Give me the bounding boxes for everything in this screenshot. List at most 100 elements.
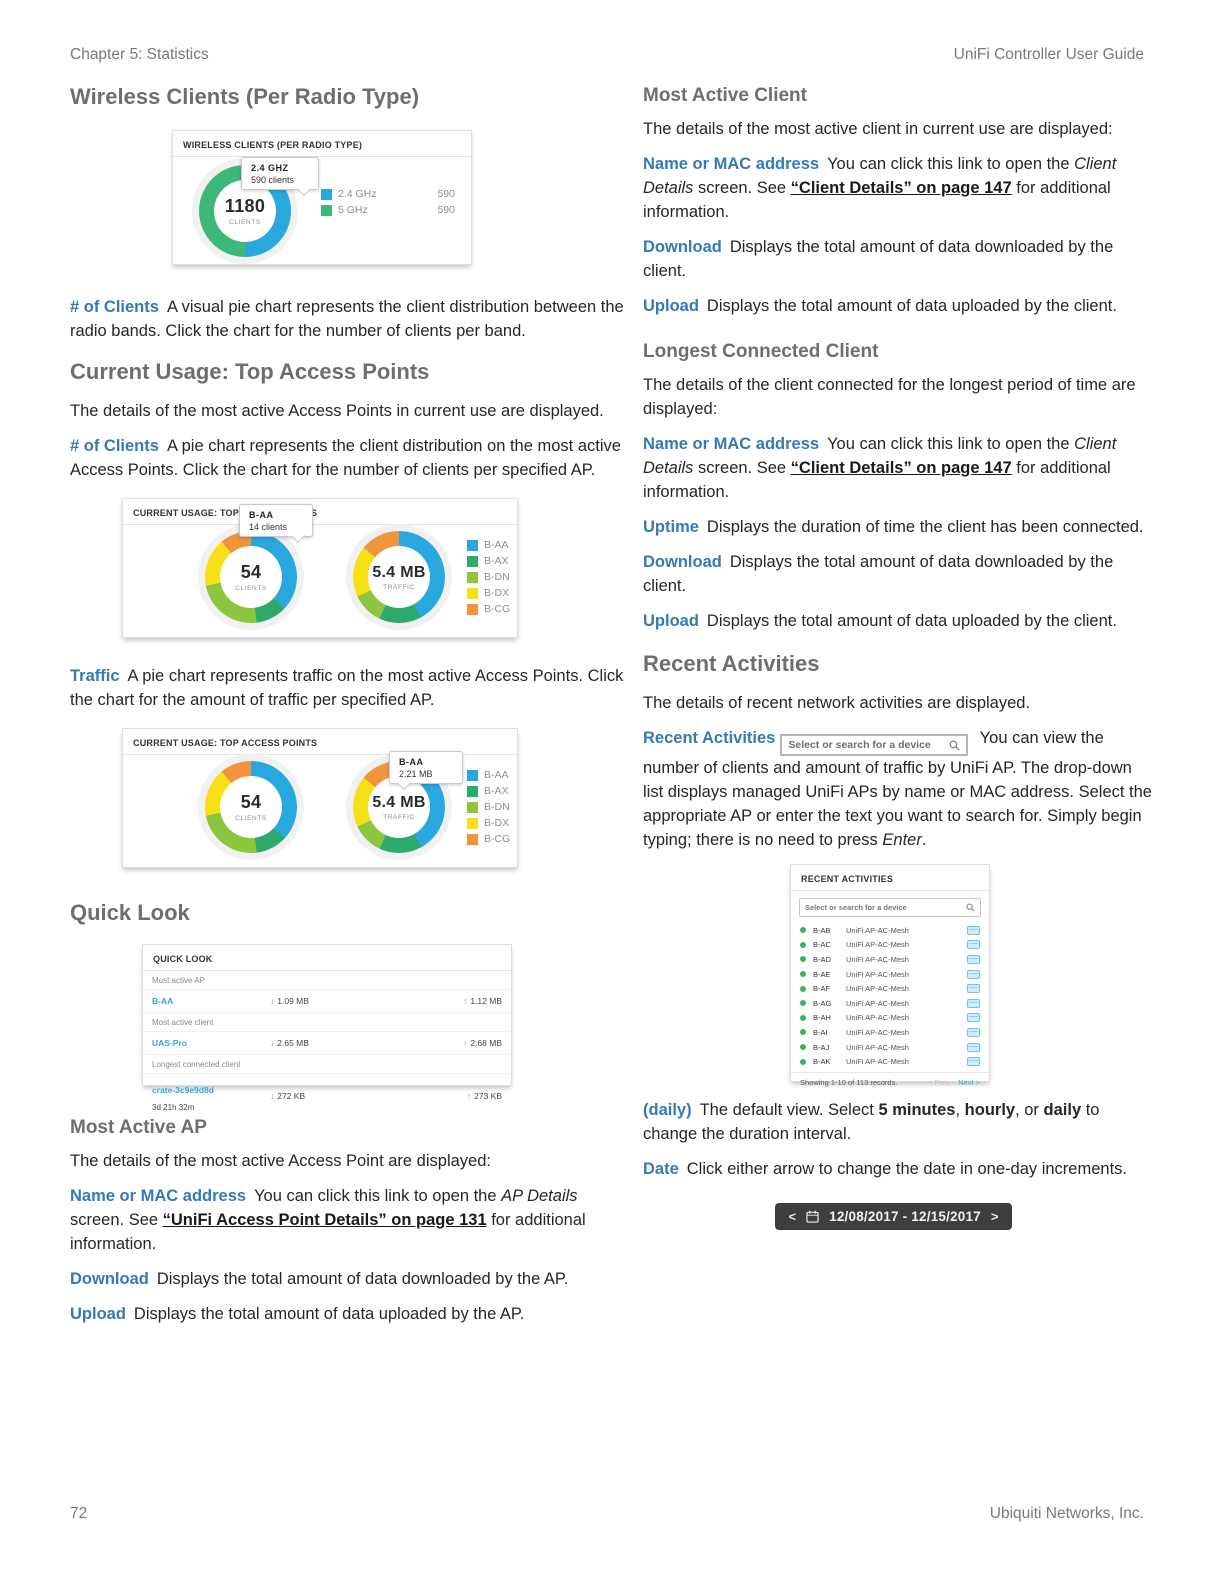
client-uptime: 3d 21h 32m	[152, 1103, 195, 1112]
traffic-donut-chart[interactable]: 5.4 MB TRAFFIC	[353, 531, 445, 623]
device-row[interactable]: B-AC UniFi AP-AC-Mesh	[791, 938, 989, 953]
prev-chevron-icon: <	[928, 1077, 933, 1087]
para-text: for additional information.	[70, 1211, 586, 1253]
heading-quick-look: Quick Look	[70, 900, 190, 925]
bold-hourly: hourly	[964, 1101, 1016, 1119]
chart-legend: B-AA B-AX B-DN B-DX B-CG	[467, 769, 510, 849]
para-recent-activities: Recent Activities You can view the numbe…	[643, 726, 1155, 852]
legend-label: B-AA	[484, 539, 509, 551]
legend-label: B-CG	[484, 603, 511, 615]
para-text: Displays the total amount of data downlo…	[643, 553, 1114, 595]
header-chapter: Chapter 5: Statistics	[70, 46, 209, 63]
client-link[interactable]: UAS-Pro	[152, 1038, 187, 1048]
device-name: B-AB	[813, 925, 831, 935]
search-icon	[966, 903, 975, 912]
para-text: screen. See	[693, 459, 791, 477]
device-row[interactable]: B-AG UniFi AP-AC-Mesh	[791, 996, 989, 1011]
legend-swatch	[467, 801, 478, 813]
legend-item: B-DX	[467, 587, 510, 599]
search-icon	[949, 740, 960, 750]
divider	[143, 970, 511, 971]
chart-tooltip: B-AA 2.21 MB	[389, 751, 463, 784]
italic-enter: Enter	[882, 831, 922, 849]
upload-arrow-icon: ↑	[466, 1091, 472, 1101]
clients-donut-chart[interactable]: 54 CLIENTS	[205, 531, 297, 623]
figure-title: CURRENT USAGE: TOP ACCESS POINTS	[133, 508, 318, 518]
para-longest-upload: Upload Displays the total amount of data …	[643, 609, 1155, 633]
device-row[interactable]: B-AK UniFi AP-AC-Mesh	[791, 1054, 989, 1069]
term-date: Date	[643, 1160, 679, 1178]
device-row[interactable]: B-AB UniFi AP-AC-Mesh	[791, 923, 989, 938]
link-client-details-page[interactable]: “Client Details” on page 147	[790, 459, 1012, 477]
para-text: You can click this link to open the	[254, 1187, 502, 1205]
status-dot-icon	[800, 941, 806, 948]
date-next-arrow[interactable]: >	[990, 1209, 999, 1224]
quick-look-row: crate-3c9e9d8d 3d 21h 32m ↓ 272 KB ↑ 273 K…	[143, 1074, 511, 1118]
para-text: Displays the total amount of data downlo…	[643, 238, 1114, 280]
clients-total: 1180	[224, 196, 266, 216]
device-search-input[interactable]	[805, 903, 966, 912]
para-text: You can click this link to open the	[827, 155, 1075, 173]
upload-value: ↑ 2.68 MB	[402, 1038, 502, 1048]
figure-title: CURRENT USAGE: TOP ACCESS POINTS	[133, 738, 318, 748]
device-row[interactable]: B-AD UniFi AP-AC-Mesh	[791, 952, 989, 967]
device-row[interactable]: B-AH UniFi AP-AC-Mesh	[791, 1011, 989, 1026]
legend-swatch-24ghz	[321, 188, 332, 200]
bold-5-minutes: 5 minutes	[878, 1101, 956, 1119]
footer-company: Ubiquiti Networks, Inc.	[989, 1505, 1144, 1522]
clients-donut-chart[interactable]: 54 CLIENTS	[205, 761, 297, 853]
device-row[interactable]: B-AE UniFi AP-AC-Mesh	[791, 967, 989, 982]
device-search-input[interactable]	[788, 739, 950, 751]
status-dot-icon	[800, 985, 806, 992]
legend-swatch	[467, 539, 478, 551]
tooltip-title: B-AA	[399, 757, 424, 767]
upload-amount: 273 KB	[474, 1091, 502, 1101]
prev-page-button[interactable]: < Prev	[928, 1078, 950, 1087]
para-text: Displays the duration of time the client…	[706, 518, 1144, 536]
para-current-usage-intro: The details of the most active Access Po…	[70, 402, 604, 420]
upload-arrow-icon: ↑	[463, 996, 468, 1006]
date-range-picker[interactable]: < 12/08/2017 - 12/15/2017 >	[775, 1203, 1012, 1230]
tooltip-title: B-AA	[249, 510, 274, 520]
download-amount: 272 KB	[277, 1091, 306, 1101]
device-search-box[interactable]	[799, 898, 981, 917]
legend-swatch	[467, 555, 478, 567]
device-name: B-AD	[813, 954, 831, 964]
term-name-mac: Name or MAC address	[70, 1187, 247, 1205]
client-link[interactable]: crate-3c9e9d8d	[152, 1085, 214, 1095]
legend-item: B-AA	[467, 539, 510, 551]
legend-label: 2.4 GHz	[338, 188, 377, 200]
access-point-icon	[967, 1042, 980, 1052]
device-model: UniFi AP-AC-Mesh	[846, 954, 909, 964]
ap-link[interactable]: B-AA	[152, 996, 174, 1006]
para-text: , or	[1015, 1101, 1044, 1119]
chart-tooltip: 2.4 GHZ 590 clients	[241, 157, 319, 190]
download-arrow-icon: ↓	[270, 1091, 275, 1101]
access-point-icon	[967, 940, 980, 950]
quick-look-label: Longest connected client	[143, 1055, 511, 1074]
heading-most-active-client: Most Active Client	[643, 85, 807, 106]
para-longest-name-mac: Name or MAC address You can click this li…	[643, 432, 1155, 504]
link-client-details-page[interactable]: “Client Details” on page 147	[790, 179, 1012, 197]
device-row[interactable]: B-AI UniFi AP-AC-Mesh	[791, 1025, 989, 1040]
prev-label: Prev	[934, 1077, 951, 1087]
device-search-box[interactable]	[780, 734, 969, 756]
divider	[173, 156, 471, 157]
divider	[123, 754, 517, 755]
para-text: screen. See	[70, 1211, 163, 1229]
para-client-name-mac: Name or MAC address You can click this li…	[643, 152, 1155, 224]
legend-swatch	[467, 833, 478, 845]
device-row[interactable]: B-AF UniFi AP-AC-Mesh	[791, 981, 989, 996]
link-ap-details-page[interactable]: “UniFi Access Point Details” on page 131	[162, 1211, 487, 1229]
legend-label: B-AX	[484, 785, 509, 797]
para-text: Displays the total amount of data upload…	[706, 297, 1117, 315]
device-name: B-AG	[813, 998, 832, 1008]
donut-center: 1180 CLIENTS	[214, 180, 276, 242]
device-model: UniFi AP-AC-Mesh	[846, 1013, 909, 1023]
device-row[interactable]: B-AJ UniFi AP-AC-Mesh	[791, 1040, 989, 1055]
tooltip-value: 590 clients	[251, 175, 295, 185]
next-page-button[interactable]: Next >	[958, 1078, 980, 1087]
device-name: B-AE	[813, 969, 831, 979]
para-most-active-ap-intro: The details of the most active Access Po…	[70, 1152, 491, 1170]
date-prev-arrow[interactable]: <	[788, 1209, 797, 1224]
